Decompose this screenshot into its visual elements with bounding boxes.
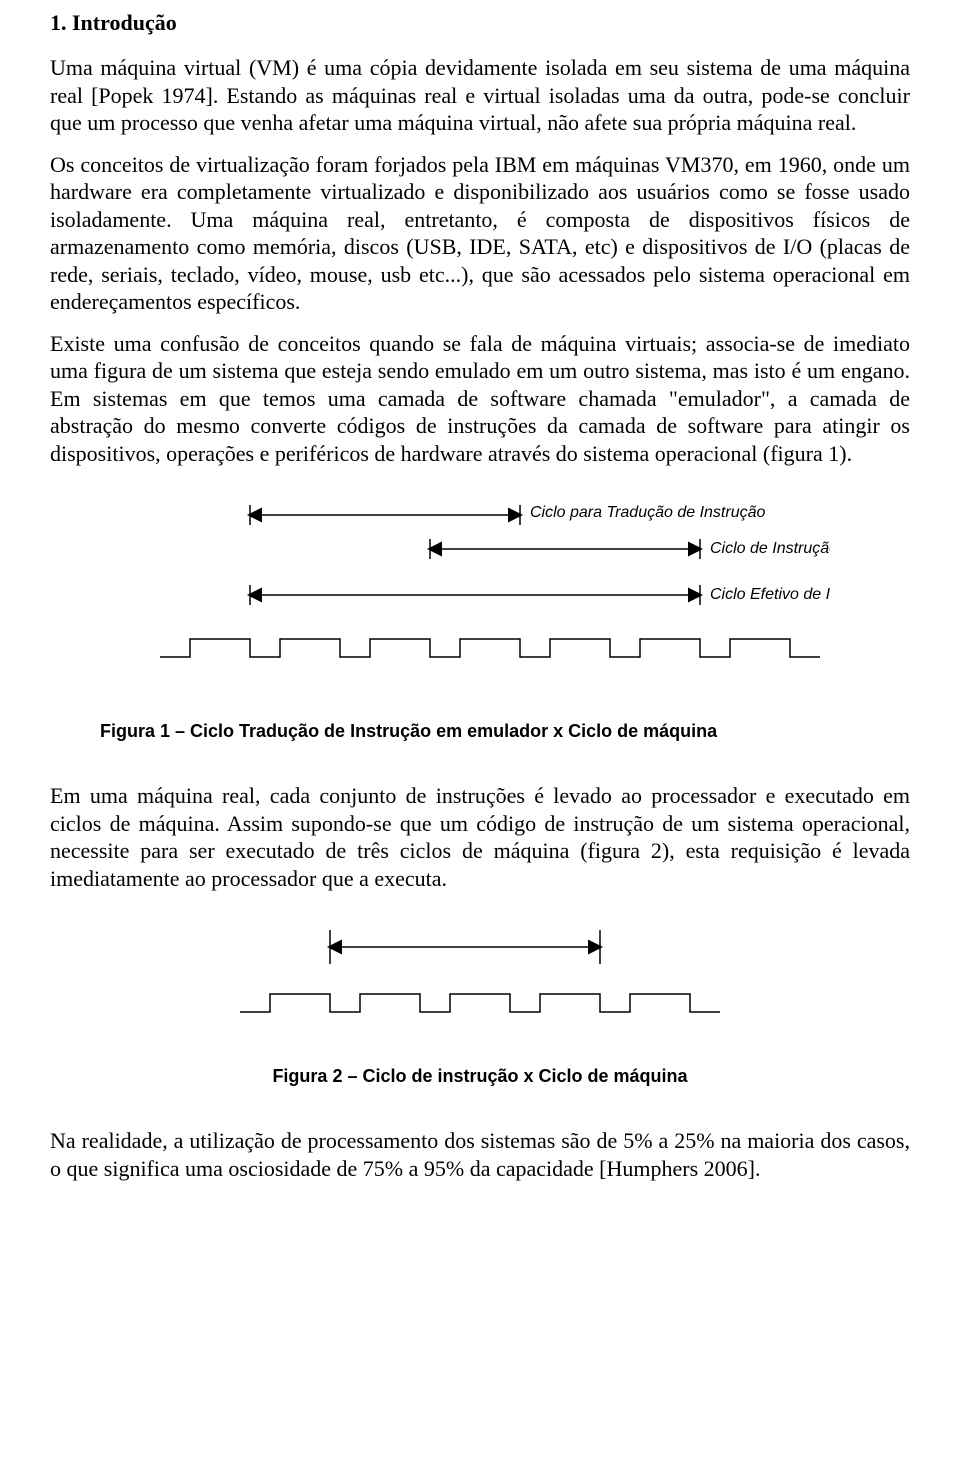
paragraph-1: Uma máquina virtual (VM) é uma cópia dev…	[50, 54, 910, 137]
paragraph-2: Os conceitos de virtualização foram forj…	[50, 151, 910, 316]
paragraph-3: Existe uma confusão de conceitos quando …	[50, 330, 910, 468]
fig1-label-2: Ciclo de Instrução	[710, 540, 830, 557]
fig1-waveform	[160, 639, 820, 657]
paragraph-5: Na realidade, a utilização de processame…	[50, 1127, 910, 1182]
figure-2-caption: Figura 2 – Ciclo de instrução x Ciclo de…	[50, 1066, 910, 1087]
fig1-label-1: Ciclo para Tradução de Instrução	[530, 504, 765, 521]
fig2-waveform	[240, 994, 720, 1012]
figure-1: Ciclo para Tradução de Instrução Ciclo d…	[50, 497, 910, 697]
paragraph-4: Em uma máquina real, cada conjunto de in…	[50, 782, 910, 892]
figure-2	[50, 922, 910, 1042]
figure-1-caption: Figura 1 – Ciclo Tradução de Instrução e…	[50, 721, 910, 742]
figure-1-svg: Ciclo para Tradução de Instrução Ciclo d…	[130, 497, 830, 697]
section-heading: 1. Introdução	[50, 10, 910, 36]
fig1-label-3: Ciclo Efetivo de Instrução	[710, 586, 830, 603]
figure-2-svg	[220, 922, 740, 1042]
